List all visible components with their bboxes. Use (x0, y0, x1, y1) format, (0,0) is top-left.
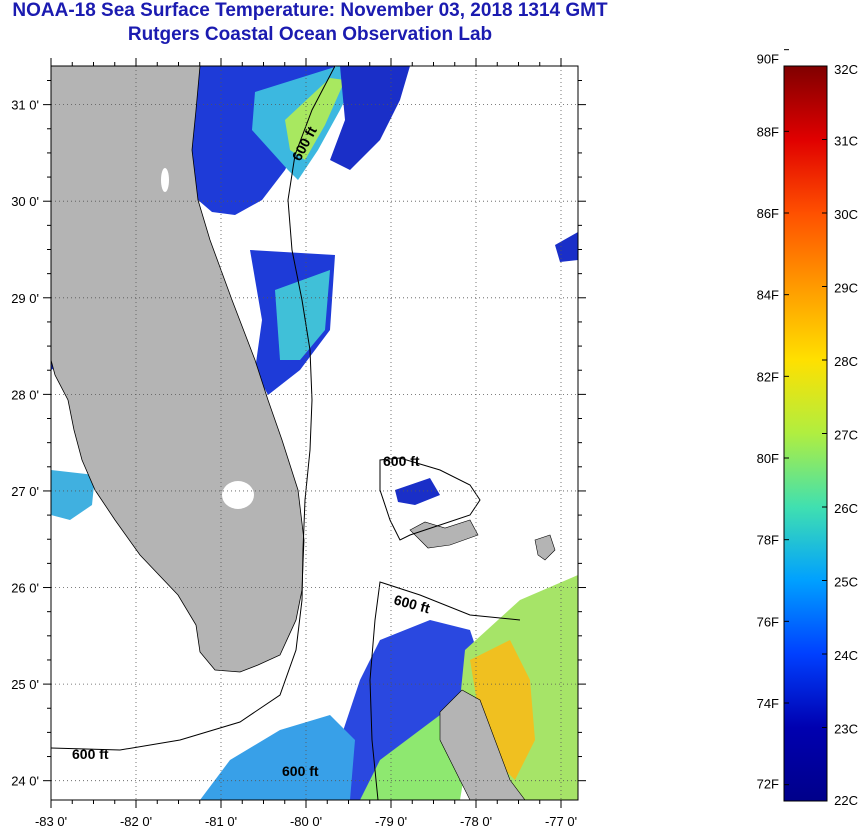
sst-patch-south-west (200, 715, 355, 800)
sst-patch-southeast-warm (470, 640, 535, 780)
colorbar-labels: 32C 31C 30C 29C 28C 27C 26C 25C 24C 23C 22C 90F 88F 8… (757, 49, 858, 808)
lon-tick-label: -77 0' (545, 814, 577, 829)
cuba-landmass (439, 689, 526, 800)
lat-tick-label: 29 0' (11, 291, 39, 306)
lat-tick-label: 30 0' (11, 194, 39, 209)
colorbar-label-c: 23C (834, 722, 858, 737)
map-frame (50, 65, 579, 801)
lake-george (161, 168, 169, 192)
andros-island (409, 519, 479, 549)
colorbar-label-c: 29C (834, 281, 858, 296)
colorbar-label-f: 72F (757, 777, 779, 792)
colorbar-label-f: 78F (757, 533, 779, 548)
colorbar-label-c: 32C (834, 62, 858, 77)
lake-okeechobee (222, 481, 254, 509)
colorbar-label-f: 86F (757, 206, 779, 221)
colorbar-label-f: 84F (757, 288, 779, 303)
isobath-south (369, 581, 521, 800)
sst-patch-westcoast-south (51, 470, 95, 520)
isobath-600ft (51, 66, 521, 800)
isobath-bahamas (379, 457, 481, 541)
lon-tick-label: -83 0' (35, 814, 67, 829)
isobath-east (51, 66, 336, 751)
land-layer (51, 66, 556, 800)
colorbar-label-f: 76F (757, 614, 779, 629)
colorbar-label-f: 82F (757, 369, 779, 384)
colorbar-label-c: 31C (834, 134, 858, 149)
colorbar-label-c: 30C (834, 207, 858, 222)
lat-tick-label: 27 0' (11, 484, 39, 499)
contour-label: 600 ft (383, 453, 420, 469)
contour-label: 600 ft (72, 746, 109, 762)
sst-patch-north-east (330, 66, 410, 170)
colorbar-label-f: 74F (757, 696, 779, 711)
florida-peninsula (51, 66, 305, 673)
sst-patch-south-cool (340, 620, 480, 800)
colorbar-label-c: 28C (834, 354, 858, 369)
axis-labels: -83 0' -82 0' -81 0' -80 0' -79 0' -78 0' -77 … (11, 98, 577, 829)
lon-tick-label: -79 0' (375, 814, 407, 829)
lon-tick-label: -81 0' (205, 814, 237, 829)
lat-tick-label: 24 0' (11, 774, 39, 789)
sst-patch-north-hot (285, 78, 345, 160)
colorbar-label-c: 22C (834, 793, 858, 808)
sst-patch-midcoast-warm (275, 270, 330, 360)
colorbar-label-c: 27C (834, 428, 858, 443)
colorbar-label-f: 80F (757, 451, 779, 466)
contour-label: 600 ft (282, 763, 319, 779)
lat-tick-label: 28 0' (11, 387, 39, 402)
map-title: NOAA-18 Sea Surface Temperature: Novembe… (12, 0, 608, 21)
lat-tick-label: 25 0' (11, 677, 39, 692)
colorbar-label-c: 24C (834, 648, 858, 663)
colorbar-label-c: 25C (834, 575, 858, 590)
lon-tick-label: -82 0' (120, 814, 152, 829)
sst-patch-bahamas-north (395, 478, 440, 505)
map-subtitle: Rutgers Coastal Ocean Observation Lab (127, 24, 493, 45)
colorbar-label-c: 26C (834, 501, 858, 516)
lake-layer (161, 168, 254, 509)
lon-tick-label: -78 0' (460, 814, 492, 829)
colorbar-label-f: 88F (757, 124, 779, 139)
lat-tick-label: 26 0' (11, 581, 39, 596)
graticule (43, 58, 586, 808)
colorbar-label-f: 90F (757, 52, 779, 67)
lon-tick-label: -80 0' (290, 814, 322, 829)
bahamas-islands (534, 534, 556, 561)
lat-tick-label: 31 0' (11, 98, 39, 113)
colorbar (783, 65, 828, 802)
